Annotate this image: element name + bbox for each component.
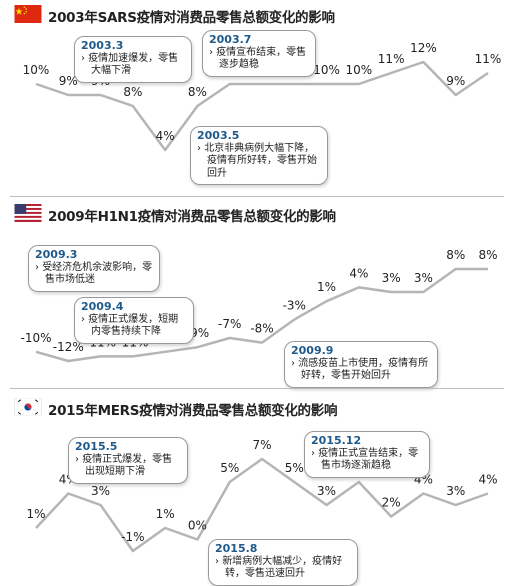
callout-date: 2015.12 bbox=[311, 434, 362, 447]
callout-2003-5: 2003.5 北京非典病例大幅下降，疫情有所好转，零售开始回升 bbox=[190, 126, 328, 185]
callout-date: 2003.3 bbox=[81, 39, 124, 52]
chart-title: 2015年MERS疫情对消费品零售总额变化的影响 bbox=[48, 403, 338, 419]
data-label: 10% bbox=[346, 63, 373, 77]
mers-line-chart: 1%4%3%-1%1%0%5%7%5%3%5%2%4%3%4% bbox=[26, 438, 498, 553]
data-label: -7% bbox=[218, 317, 241, 331]
data-label: 8% bbox=[446, 248, 465, 262]
data-label: 8% bbox=[188, 85, 207, 99]
data-label: 7% bbox=[252, 438, 271, 452]
series-line bbox=[35, 60, 489, 152]
data-label: 1% bbox=[317, 280, 336, 294]
callout-text: 疫情正式爆发，零售出现短期下滑 bbox=[75, 454, 181, 479]
data-label: -8% bbox=[250, 322, 273, 336]
china-flag-icon bbox=[14, 5, 42, 23]
callout-text: 北京非典病例大幅下降，疫情有所好转，零售开始回升 bbox=[197, 143, 321, 181]
data-label: -12% bbox=[53, 340, 84, 354]
series-line bbox=[35, 457, 489, 553]
callout-date: 2009.9 bbox=[291, 344, 334, 357]
divider bbox=[10, 196, 504, 197]
usa-flag-icon bbox=[14, 204, 42, 222]
callout-text: 流感疫苗上市使用，疫情有所好转，零售开始回升 bbox=[291, 358, 431, 383]
callout-date: 2003.5 bbox=[197, 129, 240, 142]
callout-date: 2003.7 bbox=[209, 33, 252, 46]
callout-date: 2015.8 bbox=[215, 542, 258, 555]
callout-date: 2009.4 bbox=[81, 300, 124, 313]
korea-flag-icon bbox=[14, 398, 42, 416]
data-label: -1% bbox=[121, 530, 144, 544]
data-label: 5% bbox=[220, 461, 239, 475]
panel-sars: 2003年SARS疫情对消费品零售总额变化的影响 10% 9% 9% 8% 4% 8% 10… bbox=[0, 0, 514, 196]
data-label: 8% bbox=[123, 85, 142, 99]
callout-date: 2009.3 bbox=[35, 248, 78, 261]
callout-2015-5: 2015.5 疫情正式爆发，零售出现短期下滑 bbox=[68, 437, 188, 484]
data-label: 3% bbox=[414, 271, 433, 285]
data-label: 4% bbox=[478, 473, 497, 487]
chart-title: 2003年SARS疫情对消费品零售总额变化的影响 bbox=[48, 10, 335, 26]
callout-2009-9: 2009.9 流感疫苗上市使用，疫情有所好转，零售开始回升 bbox=[284, 341, 438, 388]
panel-h1n1: 2009年H1N1疫情对消费品零售总额变化的影响 -10%-12%-11%-11… bbox=[0, 197, 514, 388]
callout-date: 2015.5 bbox=[75, 440, 118, 453]
data-label: 5% bbox=[285, 461, 304, 475]
divider bbox=[10, 388, 504, 389]
data-label: 3% bbox=[446, 484, 465, 498]
callout-text: 受经济危机余波影响，零售市场低迷 bbox=[35, 262, 153, 287]
data-label: 0% bbox=[188, 519, 207, 533]
data-label: 9% bbox=[446, 74, 465, 88]
callout-2003-7: 2003.7 疫情宣布结束，零售逐步趋稳 bbox=[202, 30, 316, 77]
data-label: 12% bbox=[410, 41, 437, 55]
data-label: 10% bbox=[23, 63, 50, 77]
data-label: 3% bbox=[91, 484, 110, 498]
callout-text: 疫情正式爆发，短期内零售持续下降 bbox=[81, 314, 187, 339]
data-label: 1% bbox=[156, 507, 175, 521]
data-label: 10% bbox=[313, 63, 340, 77]
data-label: 4% bbox=[156, 129, 175, 143]
data-label: -3% bbox=[283, 299, 306, 313]
data-label: 8% bbox=[478, 248, 497, 262]
data-label: -10% bbox=[20, 331, 51, 345]
series-line bbox=[35, 267, 488, 363]
callout-2003-3: 2003.3 疫情加速爆发，零售大幅下滑 bbox=[74, 36, 192, 83]
callout-text: 疫情正式宣告结束，零售市场逐渐趋稳 bbox=[311, 448, 423, 473]
data-label: 4% bbox=[349, 266, 368, 280]
data-label: 11% bbox=[378, 52, 405, 66]
data-label: 11% bbox=[475, 52, 502, 66]
callout-2009-3: 2009.3 受经济危机余波影响，零售市场低迷 bbox=[28, 245, 160, 292]
callout-2015-12: 2015.12 疫情正式宣告结束，零售市场逐渐趋稳 bbox=[304, 431, 430, 478]
data-label: 2% bbox=[382, 496, 401, 510]
data-label: 3% bbox=[317, 484, 336, 498]
panel-mers: 2015年MERS疫情对消费品零售总额变化的影响 1% 4% 3% -1% 1% 0% 5%… bbox=[0, 389, 514, 586]
data-label: 3% bbox=[382, 271, 401, 285]
callout-2009-4: 2009.4 疫情正式爆发，短期内零售持续下降 bbox=[74, 297, 194, 344]
data-label: 1% bbox=[26, 507, 45, 521]
callout-2015-8: 2015.8 新增病例大幅减少，疫情好转，零售迅速回升 bbox=[208, 539, 358, 586]
data-label: 9% bbox=[59, 74, 78, 88]
callout-text: 疫情宣布结束，零售逐步趋稳 bbox=[209, 47, 309, 72]
callout-text: 疫情加速爆发，零售大幅下滑 bbox=[81, 53, 185, 78]
chart-title: 2009年H1N1疫情对消费品零售总额变化的影响 bbox=[48, 209, 336, 225]
callout-text: 新增病例大幅减少，疫情好转，零售迅速回升 bbox=[215, 556, 351, 581]
